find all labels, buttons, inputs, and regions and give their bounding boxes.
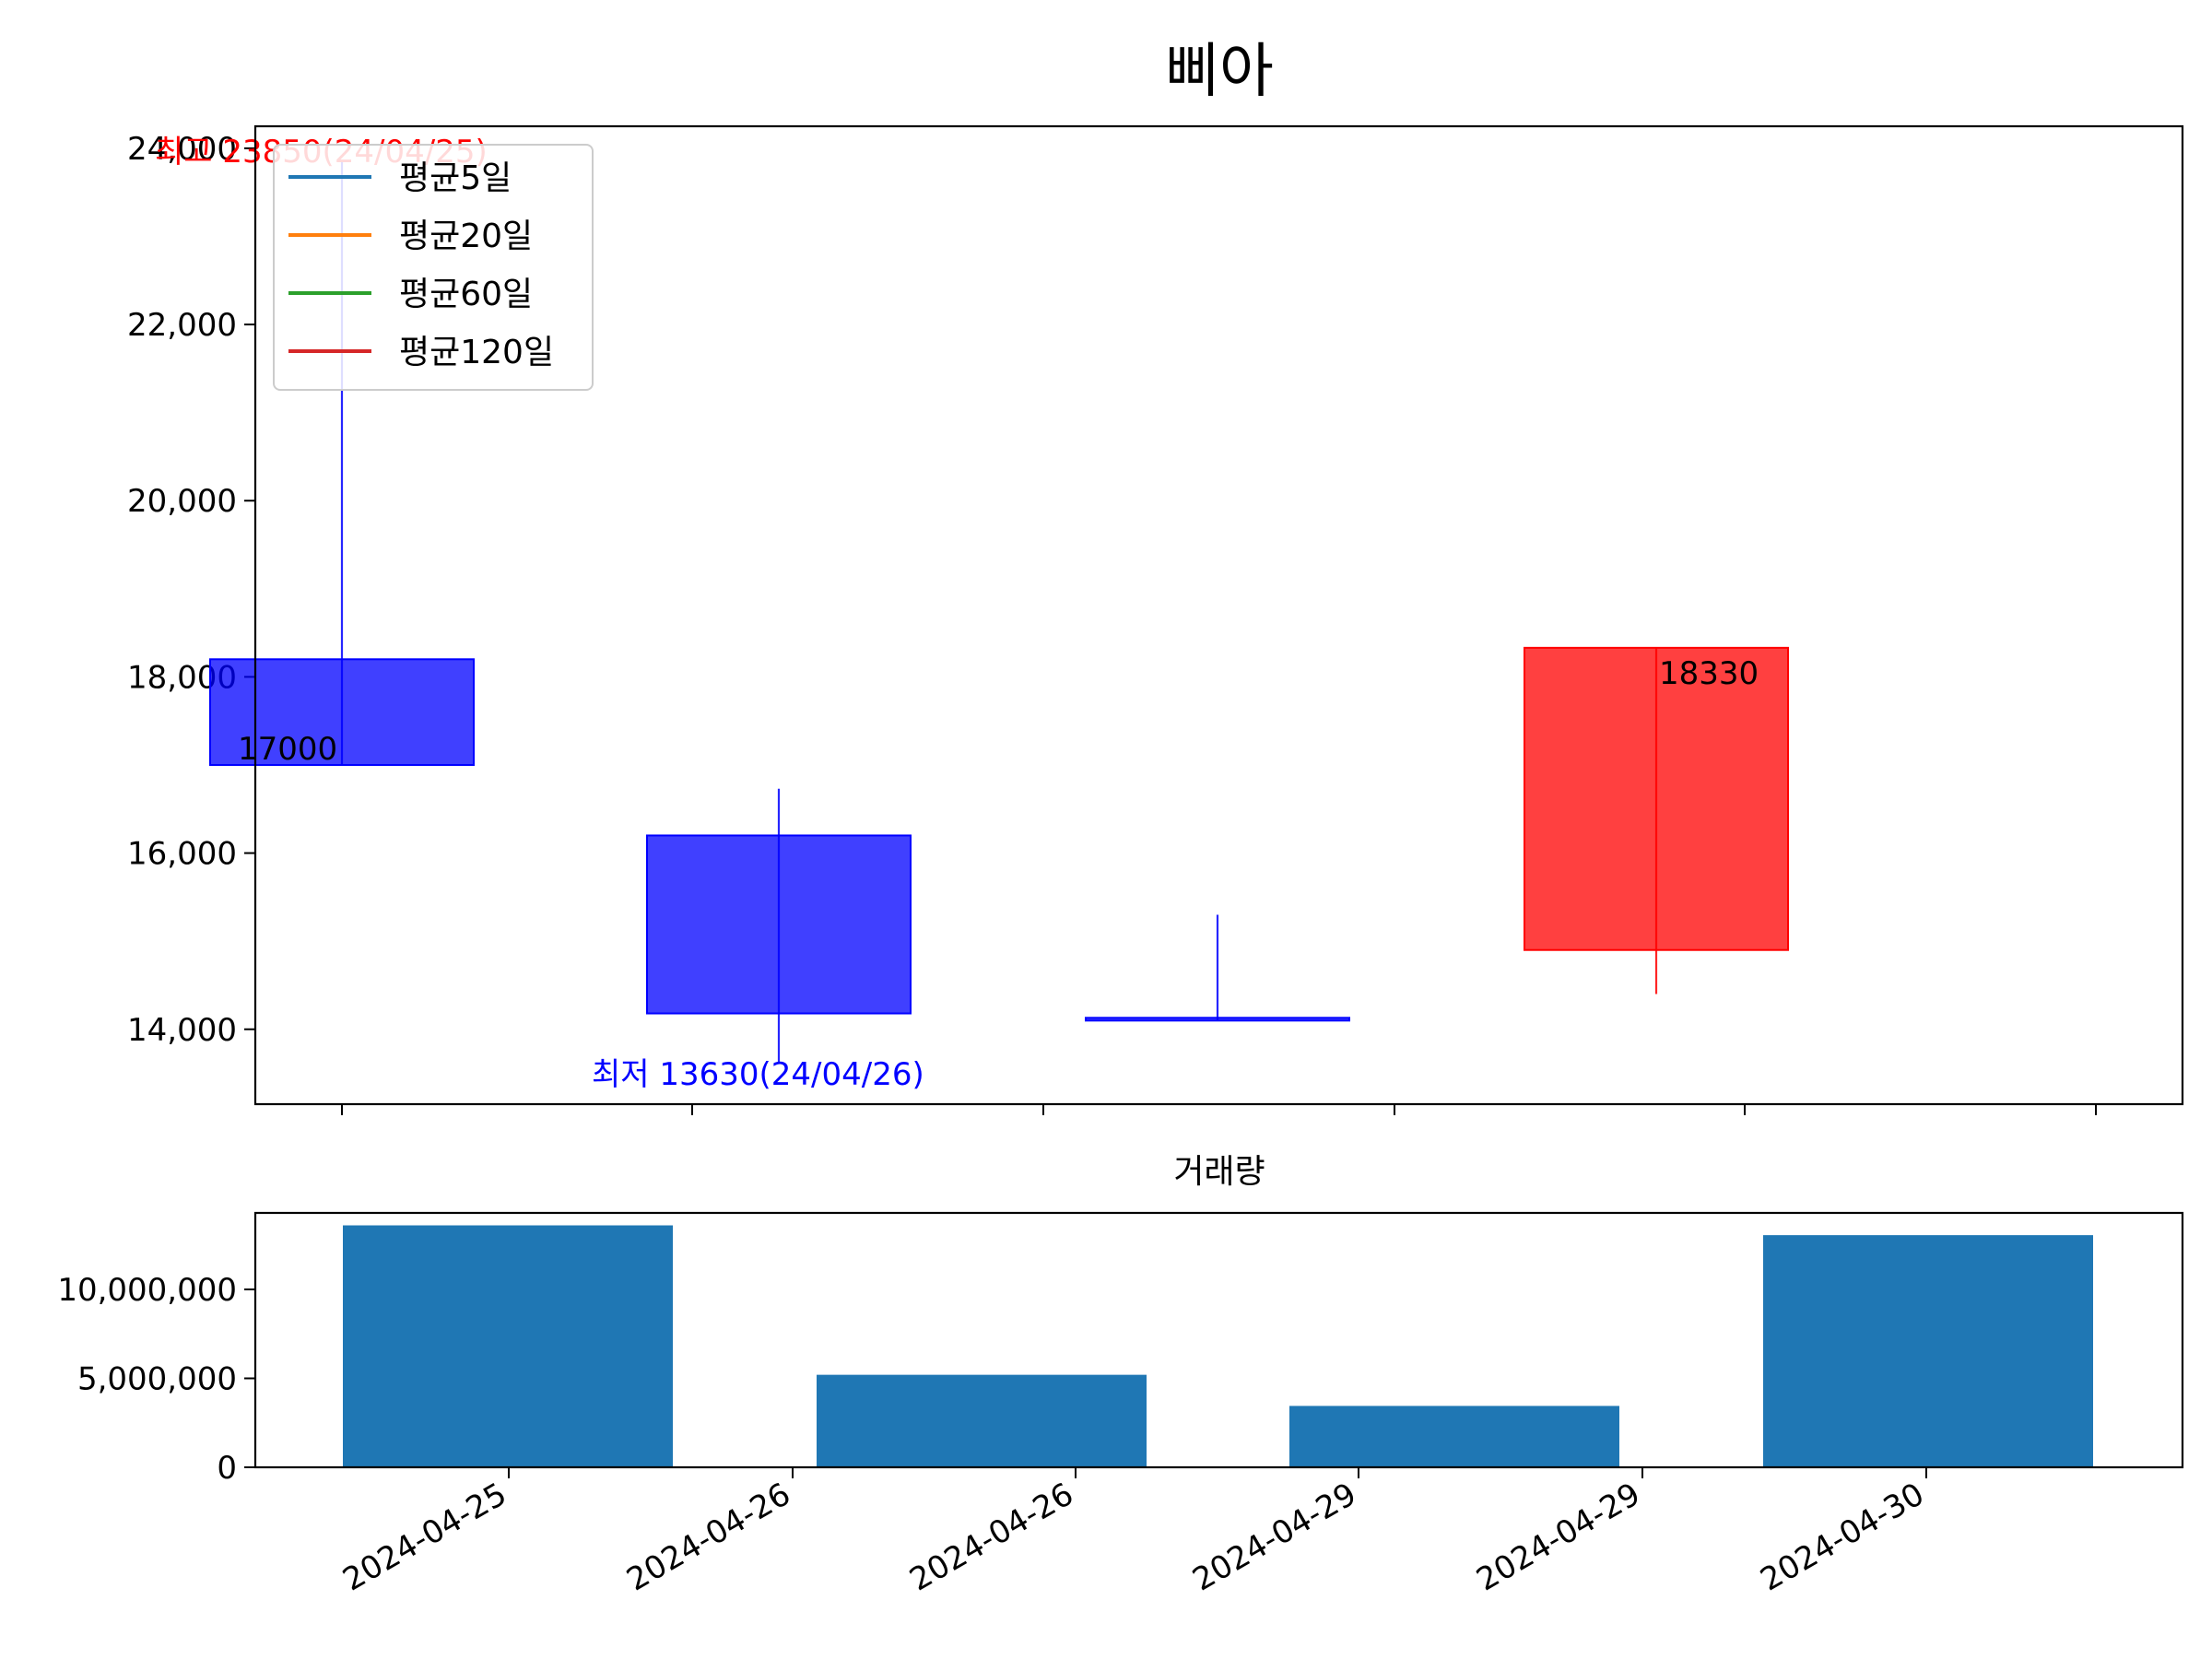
price-y-tick-label: 22,000 bbox=[127, 307, 237, 344]
legend-label: 평균120일 bbox=[399, 334, 554, 371]
volume-bar bbox=[1289, 1406, 1619, 1467]
legend-label: 평균20일 bbox=[399, 218, 533, 255]
volume-y-tick-label: 5,000,000 bbox=[77, 1360, 237, 1397]
volume-y-tick-label: 0 bbox=[217, 1450, 237, 1487]
volume-bar bbox=[817, 1374, 1147, 1467]
legend-box bbox=[273, 144, 594, 391]
volume-axes-frame bbox=[253, 1211, 2184, 1469]
volume-bar bbox=[343, 1225, 673, 1467]
volume-title: 거래량 bbox=[1173, 1153, 1265, 1191]
close-label-last: 18330 bbox=[1659, 655, 1759, 692]
volume-bar bbox=[1763, 1235, 2093, 1467]
price-y-tick-label: 14,000 bbox=[127, 1012, 237, 1049]
legend-label: 평균60일 bbox=[399, 276, 533, 313]
price-y-tick-label: 20,000 bbox=[127, 483, 237, 520]
price-axes-frame bbox=[253, 124, 2184, 1106]
close-label-first: 17000 bbox=[238, 731, 337, 768]
legend-label: 평균5일 bbox=[399, 159, 512, 197]
volume-y-tick-label: 10,000,000 bbox=[57, 1272, 237, 1309]
chart-title: 삐아 bbox=[1165, 38, 1274, 106]
price-y-tick-label: 16,000 bbox=[127, 836, 237, 873]
price-y-tick-label: 24,000 bbox=[127, 131, 237, 168]
low-annotation: 최저 13630(24/04/26) bbox=[592, 1056, 924, 1093]
